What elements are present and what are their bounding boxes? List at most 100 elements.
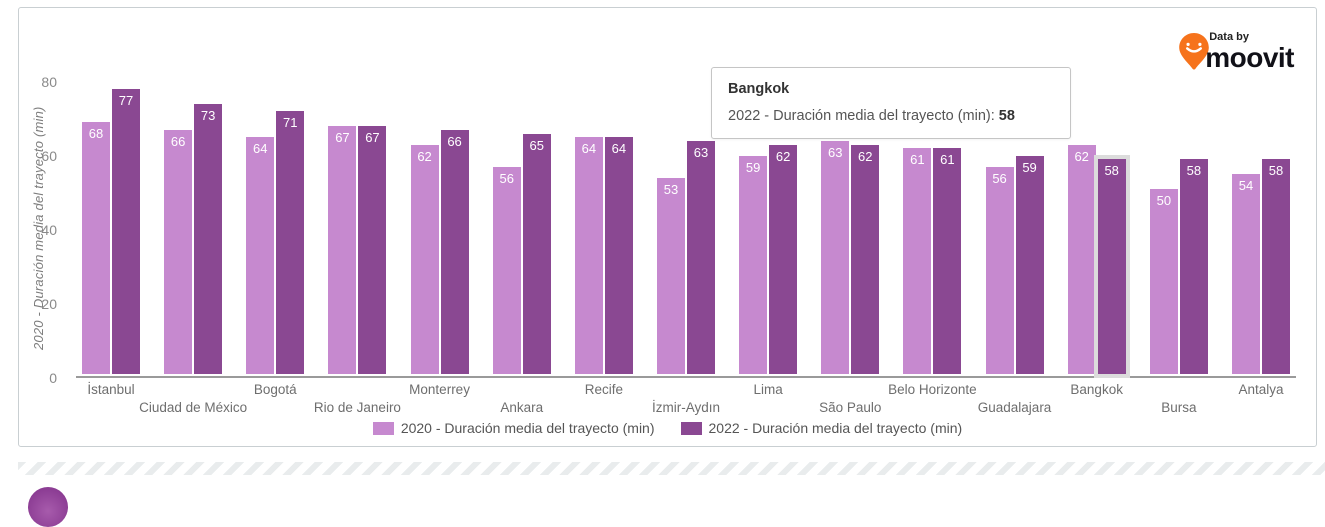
x-axis-label: São Paulo [819,400,882,415]
bar-2020[interactable]: 64 [574,137,603,374]
bar-2022[interactable]: 64 [604,137,633,374]
bar-2020[interactable]: 62 [410,144,439,374]
plot-area: 68 77 İstanbul 66 73 Ciudad de México 64 71 Bogo… [76,74,1296,415]
bar-value-label: 62 [1074,148,1089,164]
bar-2022[interactable]: 59 [1015,155,1044,374]
bar-2022[interactable]: 58 [1261,159,1290,374]
x-axis-line [76,376,1296,378]
tooltip-title: Bangkok [728,81,790,97]
moovit-pin-icon [1179,33,1210,70]
bar-2020[interactable]: 59 [739,155,768,374]
y-axis-tick-label: 20 [41,296,57,312]
bar-group: 64 71 Bogotá [246,111,305,397]
bar-value-label: 77 [118,93,134,109]
tooltip-value-line: 2022 - Duración media del trayecto (min)… [728,108,1054,124]
bar-2020[interactable]: 56 [492,166,521,374]
bar-2020[interactable]: 66 [164,129,193,374]
bar-value-label: 64 [253,141,268,157]
bar-group: 68 77 İstanbul [82,89,140,397]
legend-item-2020[interactable]: 2020 - Duración media del trayecto (min) [372,420,655,436]
x-axis-label: Belo Horizonte [888,382,977,397]
bar-2022[interactable]: 71 [276,111,305,374]
bar-2022[interactable]: 65 [522,133,551,374]
bar-2020[interactable]: 61 [903,148,932,374]
tooltip-label: 2022 - Duración media del trayecto (min)… [728,108,999,124]
bar-value-label: 58 [1104,163,1119,179]
moovit-text: moovit [1205,42,1294,73]
x-axis-label: Ciudad de México [139,400,248,415]
y-axis-tick-label: 80 [41,74,57,90]
bar-value-label: 71 [283,115,298,131]
bar-value-label: 63 [693,144,709,160]
bar-2022[interactable]: 67 [358,126,387,374]
bar-value-label: 67 [335,130,350,146]
bar-group: 64 64 Recife [574,137,633,397]
bar-value-label: 65 [529,137,544,153]
bar-group: 62 66 Monterrey [409,129,470,397]
x-axis-label: Rio de Janeiro [313,400,401,415]
bar-2020[interactable]: 64 [246,137,275,374]
bar-value-label: 62 [417,148,432,164]
x-axis-label: İzmir-Aydın [651,400,720,415]
bar-value-label: 58 [1268,163,1284,179]
legend-item-2022[interactable]: 2022 - Duración media del trayecto (min) [680,420,963,436]
bar-value-label: 61 [940,152,955,168]
hatched-divider [18,462,1325,475]
partial-circle-icon [28,487,68,527]
bar-value-label: 59 [745,159,761,175]
bar-2022[interactable]: 62 [769,144,798,374]
x-axis-label: Recife [584,382,623,397]
bar-2022[interactable]: 61 [933,148,962,374]
bar-value-label: 63 [828,144,843,160]
bar-value-label: 54 [1238,178,1254,194]
bar-group: 56 65 Ankara [492,133,551,415]
bar-group: 63 62 São Paulo [819,140,881,415]
legend-label: 2022 - Duración media del trayecto (min) [708,420,963,436]
bar-2022[interactable]: 73 [194,103,223,374]
legend-label: 2020 - Duración media del trayecto (min) [400,420,655,436]
bar-group: 66 73 Ciudad de México [139,103,247,415]
x-axis-label: Bangkok [1070,382,1123,397]
bar-2022[interactable]: 63 [686,140,715,374]
y-axis-tick-label: 0 [49,370,57,386]
legend-swatch [680,421,702,435]
bar-value-label: 64 [611,141,627,157]
bar-value-label: 73 [200,107,216,123]
bar-value-label: 64 [581,141,597,157]
bar-2022[interactable]: 62 [851,144,880,374]
moovit-wordmark: Data by moovit [1205,32,1294,72]
bar-group: 50 58 Bursa [1149,159,1208,415]
bar-2020[interactable]: 68 [82,122,110,374]
bar-2020[interactable]: 54 [1231,174,1260,374]
bar-value-label: 62 [775,148,791,164]
bar-value-label: 61 [910,152,925,168]
x-axis-label: Bursa [1161,400,1197,415]
bar-2020[interactable]: 63 [821,140,850,374]
bar-value-label: 62 [858,148,873,164]
bar-2020[interactable]: 67 [328,126,357,374]
bar-value-label: 53 [663,181,679,197]
bar-2022[interactable]: 58 [1179,159,1208,374]
bar-group: 54 58 Antalya [1231,159,1290,397]
chart-tooltip: Bangkok 2022 - Duración media del trayec… [711,67,1071,139]
bar-group: 61 61 Belo Horizonte [888,148,977,397]
bar-2020[interactable]: 62 [1067,144,1096,374]
bar-value-label: 66 [170,133,186,149]
bar-value-label: 67 [365,130,380,146]
bar-group: 59 62 Lima [739,144,798,397]
tooltip-value: 58 [998,108,1015,124]
moovit-logo[interactable]: Data by moovit [1179,32,1294,72]
bar-value-label: 59 [1022,159,1037,175]
x-axis-label: Bogotá [253,382,297,397]
bar-value-label: 56 [992,170,1007,186]
bar-2020[interactable]: 50 [1149,189,1178,374]
bar-2022[interactable]: 58 [1097,159,1126,374]
bar-2020[interactable]: 56 [985,166,1014,374]
bar-group: 53 63 İzmir-Aydın [652,140,720,415]
chart-card: Data by moovit 2020 - Duración media del… [18,7,1317,447]
bar-2020[interactable]: 53 [656,177,685,374]
bar-2022[interactable]: 66 [440,129,469,374]
x-axis-label: Monterrey [409,382,470,397]
x-axis-label: Lima [753,382,783,397]
bar-2022[interactable]: 77 [112,89,140,374]
